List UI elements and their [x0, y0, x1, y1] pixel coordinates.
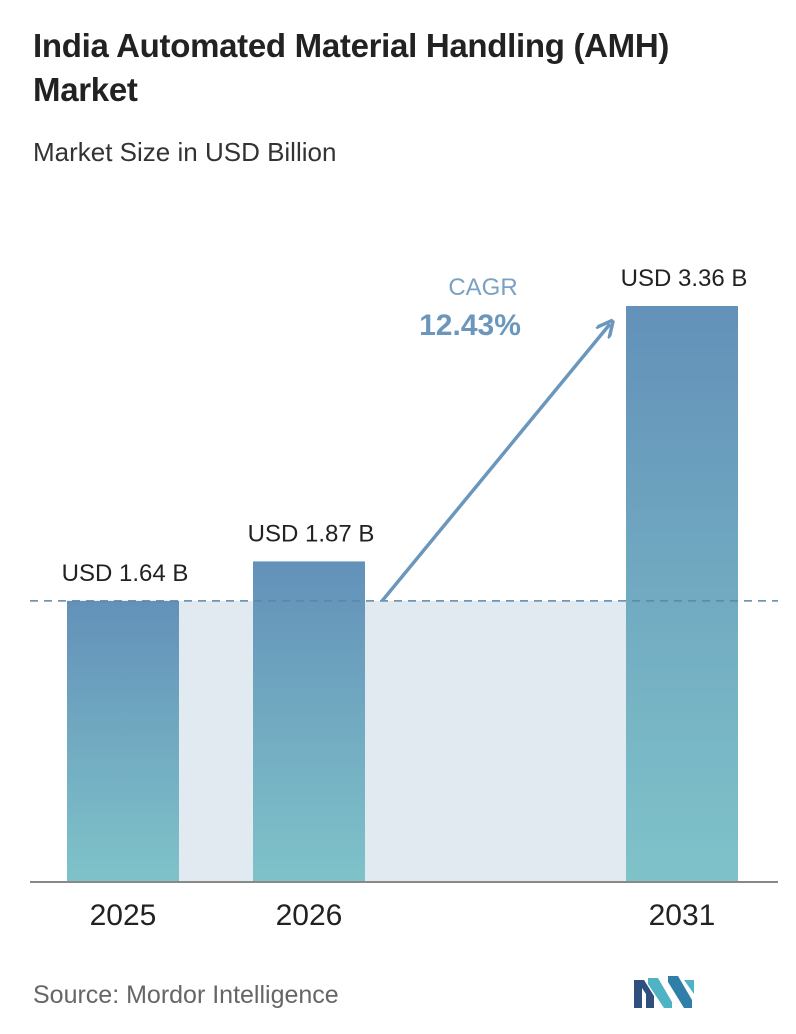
- chart-subtitle: Market Size in USD Billion: [33, 137, 337, 167]
- x-tick-label-2025: 2025: [90, 899, 157, 932]
- bar-2025: [67, 600, 179, 882]
- cagr-arrow: [380, 324, 610, 603]
- chart-title: India Automated Material Handling (AMH) …: [33, 27, 670, 108]
- mordor-intelligence-logo-icon: [634, 976, 694, 1008]
- cagr-value: 12.43%: [419, 309, 521, 342]
- bar-2031: [626, 306, 738, 882]
- value-label-2031: USD 3.36 B: [621, 265, 748, 292]
- source-note: Source: Mordor Intelligence: [33, 981, 339, 1009]
- x-tick-label-2026: 2026: [276, 899, 343, 932]
- cagr-label: CAGR: [448, 274, 517, 301]
- bar-2026: [253, 561, 365, 882]
- value-label-2025: USD 1.64 B: [62, 560, 189, 587]
- bar-chart: USD 1.64 B 2025 USD 1.87 B 2026 USD 3.36 B 20…: [30, 265, 778, 932]
- x-tick-label-2031: 2031: [649, 899, 716, 932]
- value-label-2026: USD 1.87 B: [248, 520, 375, 547]
